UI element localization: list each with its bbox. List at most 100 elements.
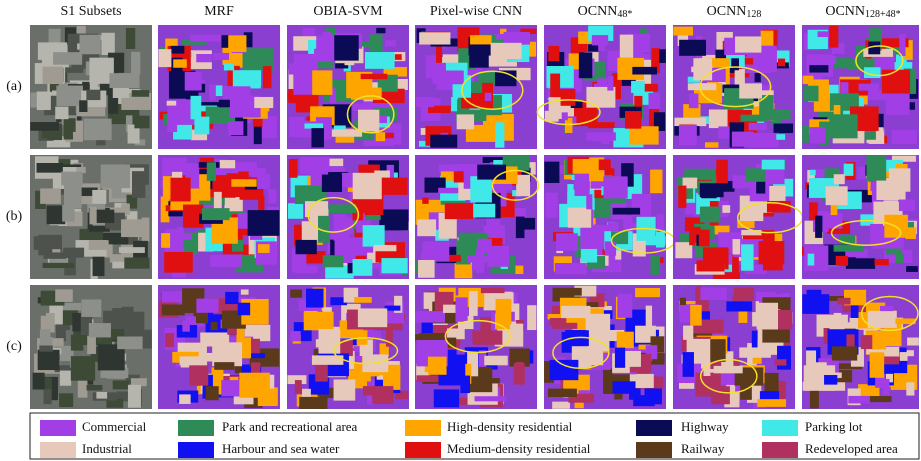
legend-swatch: [636, 442, 672, 458]
panel-block: [353, 173, 382, 199]
panel-block: [457, 114, 474, 129]
panel-block: [460, 376, 470, 394]
panel-block: [648, 93, 659, 109]
image-panel: [673, 285, 795, 409]
panel-block: [381, 258, 407, 273]
panel-block: [829, 26, 838, 48]
panel-block: [552, 402, 570, 409]
panel-block: [92, 190, 106, 204]
panel-block: [762, 160, 785, 170]
panel-block: [419, 32, 450, 44]
image-panel: [673, 25, 795, 149]
panel-block: [802, 294, 829, 314]
panel-block: [211, 322, 218, 330]
panel-block: [87, 336, 96, 354]
panel-block: [170, 178, 190, 202]
panel-block: [228, 121, 243, 135]
panel-block: [263, 66, 272, 88]
panel-block: [617, 332, 634, 349]
panel-block: [485, 93, 492, 101]
panel-block: [124, 257, 149, 268]
image-panel: [30, 155, 152, 279]
panel-block: [695, 373, 720, 397]
panel-block: [586, 314, 611, 330]
panel-block: [700, 183, 724, 197]
panel-block: [527, 305, 536, 330]
panel-block: [837, 298, 850, 305]
panel-block: [173, 59, 187, 67]
panel-block: [751, 205, 761, 220]
panel-block: [214, 192, 222, 210]
panel-block: [43, 263, 75, 268]
legend-label: Park and recreational area: [222, 419, 358, 434]
panel-block: [844, 164, 854, 176]
panel-block: [161, 233, 170, 248]
panel-block: [96, 392, 107, 399]
image-panel: [802, 155, 919, 279]
panel-block: [848, 396, 870, 404]
panel-block: [700, 288, 726, 300]
panel-block: [834, 174, 845, 184]
panel-block: [896, 253, 904, 263]
panel-block: [734, 288, 754, 301]
panel-block: [209, 84, 216, 100]
panel-block: [726, 301, 752, 311]
panel-block: [196, 299, 218, 313]
panel-block: [189, 363, 208, 386]
panel-block: [739, 347, 771, 357]
panel-block: [306, 289, 323, 308]
panel-block: [709, 110, 728, 129]
panel-block: [617, 294, 632, 318]
image-panel: [802, 285, 919, 409]
panel-block: [832, 346, 857, 360]
image-panel: [30, 25, 152, 149]
legend-swatch: [40, 420, 76, 436]
panel-block: [504, 32, 530, 45]
panel-block: [254, 126, 262, 144]
panel-block: [417, 219, 436, 236]
panel-block: [625, 111, 641, 129]
legend-swatch: [636, 420, 672, 436]
panel-block: [731, 58, 739, 70]
panel-block: [434, 389, 459, 407]
panel-block: [363, 386, 393, 395]
panel-block: [568, 208, 592, 228]
panel-block: [376, 132, 385, 141]
panel-block: [741, 230, 761, 235]
panel-block: [481, 288, 505, 293]
panel-block: [599, 159, 610, 170]
panel-block: [62, 303, 81, 311]
panel-block: [121, 219, 147, 237]
column-header-sub: 128+48*: [865, 9, 901, 20]
panel-block: [65, 189, 73, 205]
panel-block: [718, 126, 730, 138]
panel-block: [683, 352, 694, 377]
panel-block: [430, 135, 457, 148]
panel-block: [334, 379, 356, 400]
panel-block: [491, 43, 522, 59]
panel-block: [829, 114, 857, 138]
panel-block: [472, 331, 502, 345]
panel-block: [757, 303, 778, 330]
panel-block: [89, 207, 96, 225]
panel-block: [132, 90, 149, 97]
panel-block: [39, 345, 52, 351]
panel-block: [631, 81, 645, 93]
panel-block: [322, 32, 331, 41]
image-panel: [537, 25, 666, 149]
panel-block: [167, 106, 177, 132]
panel-block: [883, 379, 889, 395]
panel-block: [71, 335, 83, 351]
image-panel: [673, 155, 802, 279]
panel-block: [732, 255, 739, 278]
panel-block: [756, 181, 765, 193]
panel-block: [468, 256, 488, 263]
panel-block: [834, 245, 865, 252]
panel-block: [358, 110, 379, 132]
image-panel: [415, 285, 537, 409]
panel-block: [741, 244, 754, 270]
panel-block: [866, 155, 886, 180]
panel-block: [586, 194, 592, 209]
panel-block: [335, 231, 349, 256]
panel-block: [56, 86, 83, 107]
